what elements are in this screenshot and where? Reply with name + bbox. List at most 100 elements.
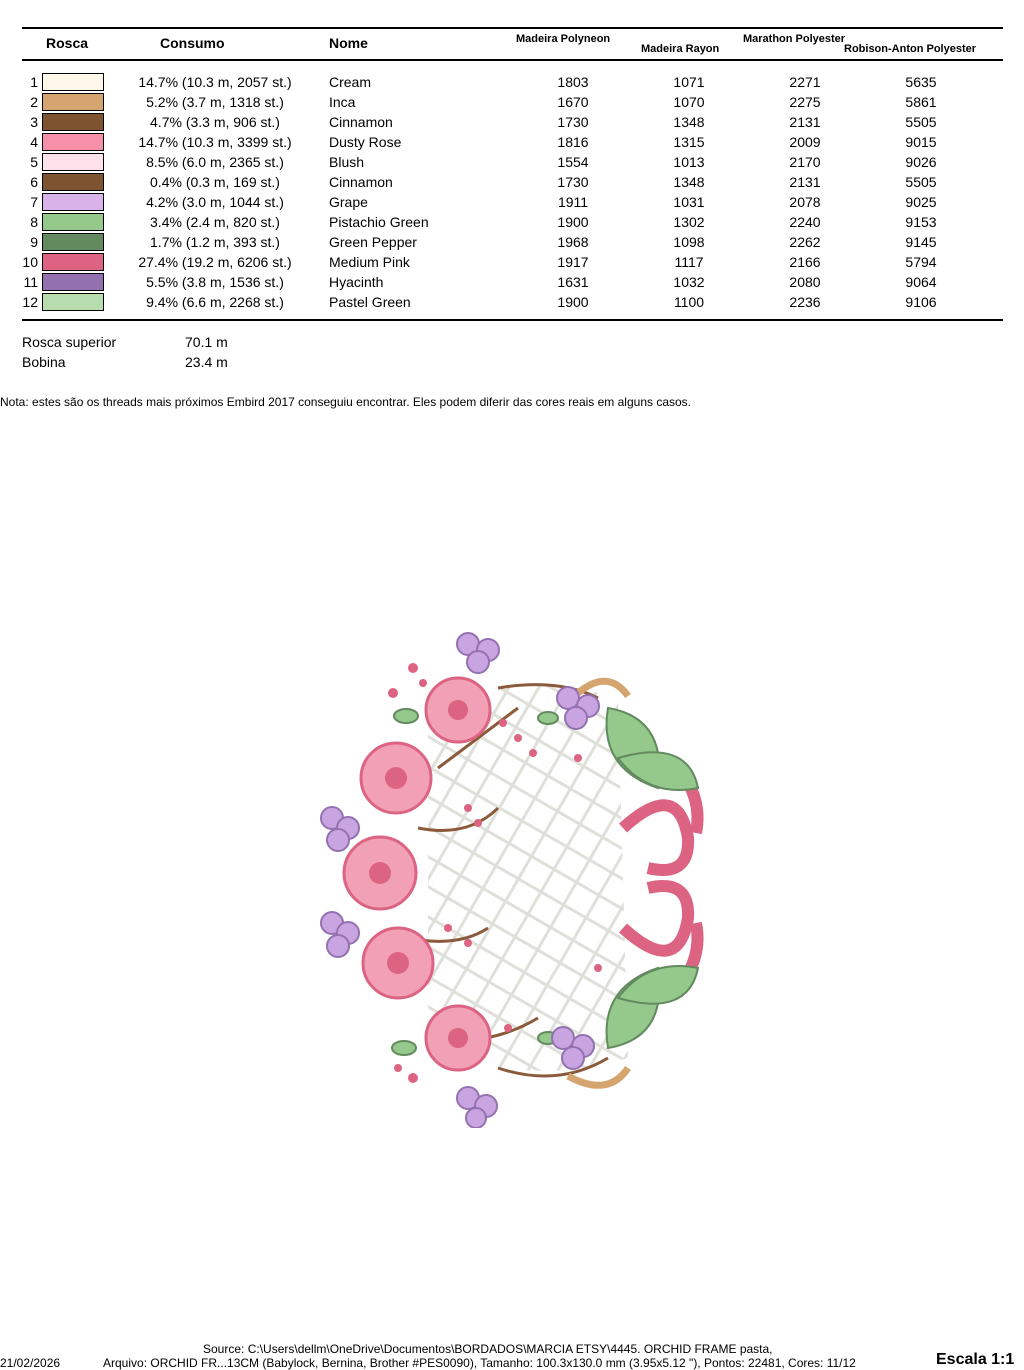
thread-consumption: 5.5% (3.8 m, 1536 st.) (146, 274, 284, 290)
thread-row: 9 1.7% (1.2 m, 393 st.) Green Pepper 1968 10… (0, 232, 1024, 252)
thread-madeira-polyneon: 1730 (557, 174, 589, 190)
thread-color-swatch (42, 233, 104, 251)
thread-madeira-polyneon: 1917 (557, 254, 589, 270)
thread-number: 12 (22, 294, 38, 310)
table-top-rule (22, 27, 1003, 29)
thread-marathon: 2131 (789, 114, 821, 130)
thread-row: 2 5.2% (3.7 m, 1318 st.) Inca 1670 1070 2275 5… (0, 92, 1024, 112)
thread-robison: 5505 (905, 174, 937, 190)
thread-marathon: 2009 (789, 134, 821, 150)
thread-consumption: 4.2% (3.0 m, 1044 st.) (146, 194, 284, 210)
thread-robison: 5635 (905, 74, 937, 90)
embroidery-design-preview (320, 632, 704, 1128)
footer-scale: Escala 1:1 (936, 1351, 1015, 1368)
thread-madeira-rayon: 1032 (673, 274, 705, 290)
thread-marathon: 2236 (789, 294, 821, 310)
thread-name: Hyacinth (329, 274, 384, 290)
thread-consumption: 14.7% (10.3 m, 3399 st.) (138, 134, 292, 150)
thread-madeira-polyneon: 1730 (557, 114, 589, 130)
thread-madeira-rayon: 1348 (673, 174, 705, 190)
thread-color-swatch (42, 273, 104, 291)
total-bobbin-label: Bobina (22, 354, 66, 370)
col-header-robison: Robison-Anton Polyester (844, 43, 977, 55)
thread-row: 4 14.7% (10.3 m, 3399 st.) Dusty Rose 1816 1… (0, 132, 1024, 152)
thread-madeira-polyneon: 1911 (557, 194, 589, 210)
thread-madeira-rayon: 1098 (673, 234, 705, 250)
thread-madeira-rayon: 1031 (673, 194, 705, 210)
thread-number: 9 (30, 234, 38, 250)
thread-number: 8 (30, 214, 38, 230)
thread-robison: 9025 (905, 194, 937, 210)
total-top-value: 70.1 m (185, 334, 228, 350)
thread-name: Grape (329, 194, 368, 210)
thread-name: Cream (329, 74, 372, 90)
thread-number: 2 (30, 94, 38, 110)
thread-marathon: 2078 (789, 194, 821, 210)
thread-name: Inca (329, 94, 356, 110)
header-bottom-rule (22, 59, 1003, 61)
thread-consumption: 27.4% (19.2 m, 6206 st.) (138, 254, 292, 270)
thread-madeira-rayon: 1013 (673, 154, 705, 170)
thread-marathon: 2170 (789, 154, 821, 170)
total-bobbin-value: 23.4 m (185, 354, 228, 370)
thread-madeira-polyneon: 1900 (557, 214, 589, 230)
thread-name: Pastel Green (329, 294, 411, 310)
thread-consumption: 1.7% (1.2 m, 393 st.) (150, 234, 280, 250)
thread-row: 5 8.5% (6.0 m, 2365 st.) Blush 1554 1013 2170… (0, 152, 1024, 172)
col-header-madeira-rayon: Madeira Rayon (641, 43, 720, 55)
thread-marathon: 2166 (789, 254, 821, 270)
thread-robison: 9106 (905, 294, 937, 310)
thread-number: 4 (30, 134, 38, 150)
thread-number: 5 (30, 154, 38, 170)
thread-row: 1 14.7% (10.3 m, 2057 st.) Cream 1803 1071 22… (0, 72, 1024, 92)
thread-consumption: 9.4% (6.6 m, 2268 st.) (146, 294, 284, 310)
thread-row: 7 4.2% (3.0 m, 1044 st.) Grape 1911 1031 2078… (0, 192, 1024, 212)
thread-color-swatch (42, 293, 104, 311)
thread-number: 10 (22, 254, 38, 270)
thread-row: 8 3.4% (2.4 m, 820 st.) Pistachio Green 190… (0, 212, 1024, 232)
thread-name: Pistachio Green (329, 214, 429, 230)
thread-color-swatch (42, 113, 104, 131)
thread-note: Nota: estes são os threads mais próximos… (0, 395, 692, 409)
thread-marathon: 2262 (789, 234, 821, 250)
thread-madeira-rayon: 1100 (673, 294, 705, 310)
thread-robison: 9145 (905, 234, 937, 250)
thread-name: Cinnamon (329, 114, 393, 130)
thread-number: 7 (30, 194, 38, 210)
thread-row: 6 0.4% (0.3 m, 169 st.) Cinnamon 1730 1348 21… (0, 172, 1024, 192)
footer-date: 21/02/2026 (0, 1356, 61, 1370)
thread-name: Blush (329, 154, 365, 170)
thread-consumption: 0.4% (0.3 m, 169 st.) (150, 174, 280, 190)
thread-marathon: 2131 (789, 174, 821, 190)
thread-name: Cinnamon (329, 174, 393, 190)
thread-marathon: 2240 (789, 214, 821, 230)
thread-color-swatch (42, 73, 104, 91)
thread-color-swatch (42, 133, 104, 151)
thread-robison: 9015 (905, 134, 937, 150)
thread-color-swatch (42, 173, 104, 191)
thread-name: Dusty Rose (329, 134, 402, 150)
thread-number: 1 (30, 74, 38, 90)
col-header-nome: Nome (329, 35, 368, 51)
thread-madeira-rayon: 1348 (673, 114, 705, 130)
thread-name: Green Pepper (329, 234, 417, 250)
thread-robison: 5861 (905, 94, 937, 110)
thread-name: Medium Pink (329, 254, 410, 270)
thread-consumption: 14.7% (10.3 m, 2057 st.) (138, 74, 292, 90)
thread-number: 6 (30, 174, 38, 190)
thread-consumption: 4.7% (3.3 m, 906 st.) (150, 114, 280, 130)
footer-file-info: Arquivo: ORCHID FR...13CM (Babylock, Ber… (103, 1356, 856, 1370)
thread-robison: 5505 (905, 114, 937, 130)
thread-row: 3 4.7% (3.3 m, 906 st.) Cinnamon 1730 1348 21… (0, 112, 1024, 132)
col-header-marathon: Marathon Polyester (743, 33, 846, 45)
col-header-rosca: Rosca (46, 35, 89, 51)
thread-madeira-rayon: 1117 (674, 254, 704, 270)
thread-color-swatch (42, 253, 104, 271)
thread-color-swatch (42, 153, 104, 171)
thread-madeira-rayon: 1315 (673, 134, 705, 150)
thread-madeira-rayon: 1070 (673, 94, 705, 110)
thread-robison: 9153 (905, 214, 937, 230)
thread-madeira-polyneon: 1816 (557, 134, 589, 150)
thread-color-swatch (42, 93, 104, 111)
thread-marathon: 2080 (789, 274, 821, 290)
